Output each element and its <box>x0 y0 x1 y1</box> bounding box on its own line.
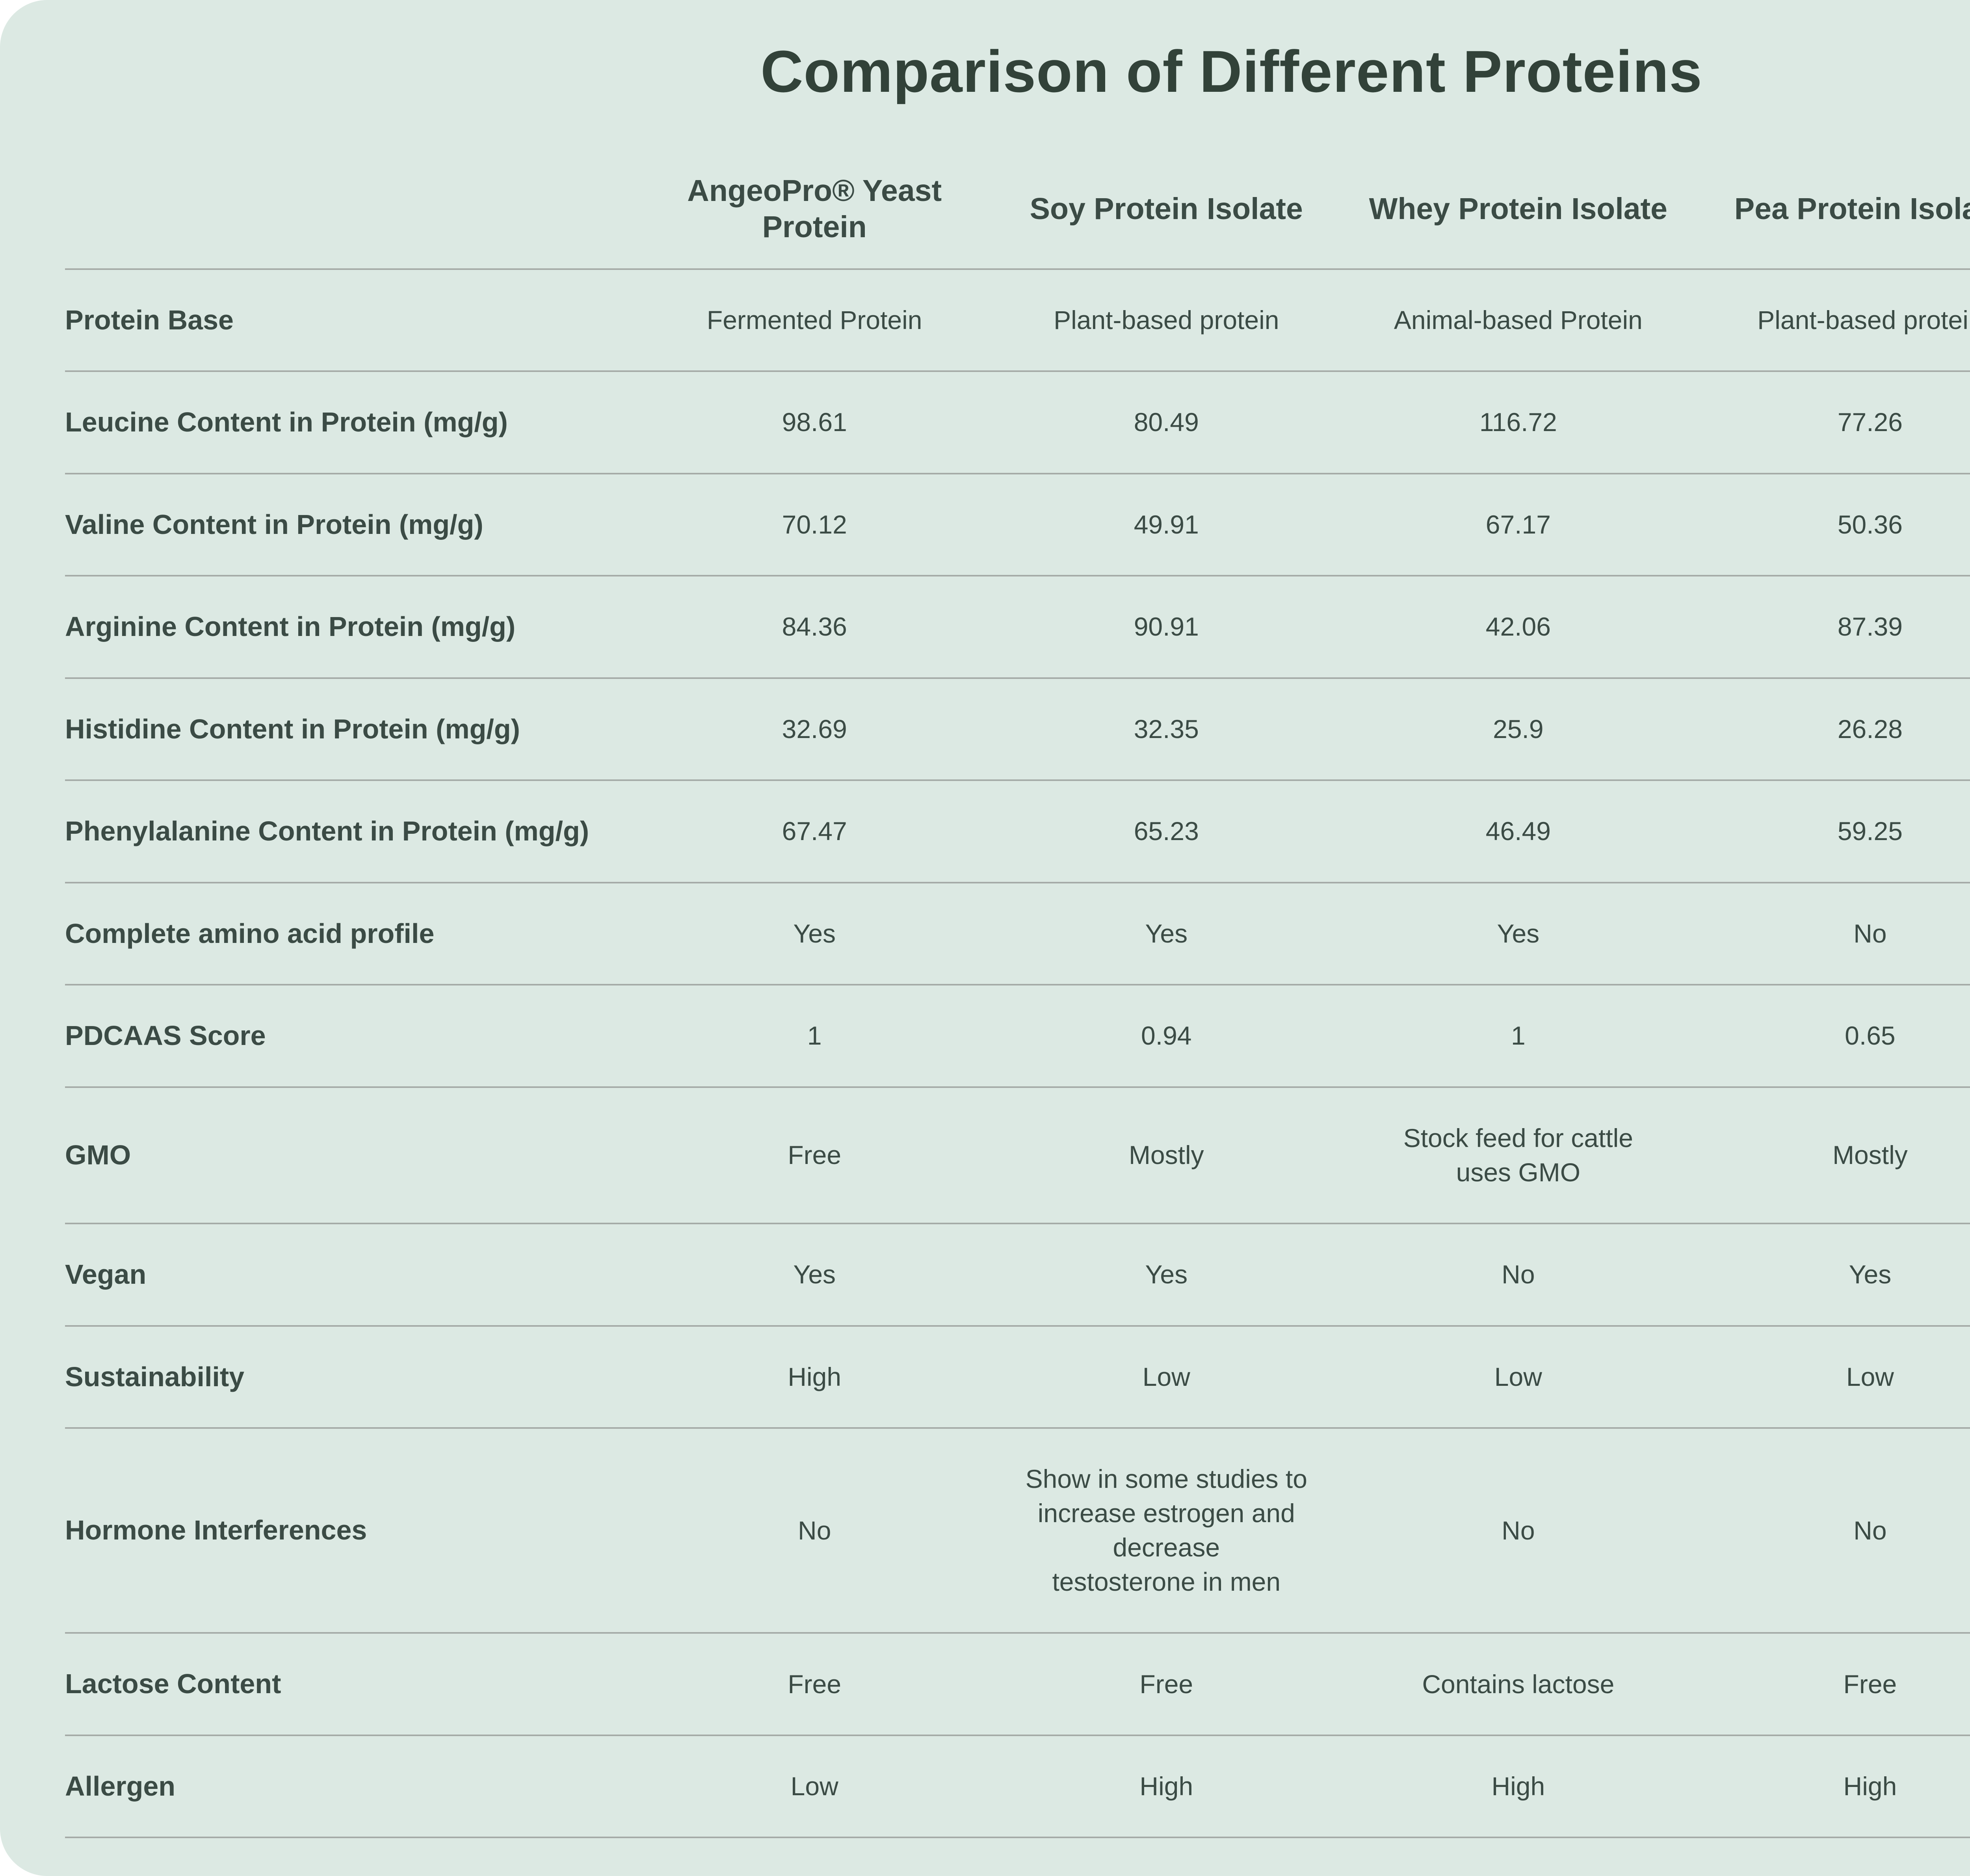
card-content: Comparison of Different Proteins AngeoPr… <box>0 37 1970 1876</box>
cell: High <box>1491 1772 1545 1801</box>
cell: 1 <box>1511 1021 1526 1050</box>
table-row: Sensory & Flavor Raw Ingredient Neutral … <box>65 1837 1970 1876</box>
cell: Yes <box>1145 918 1188 948</box>
cell: 50.36 <box>1837 509 1903 539</box>
cell: 59.25 <box>1837 816 1903 846</box>
cell: No <box>1502 1260 1535 1289</box>
cell: 67.47 <box>782 816 847 846</box>
cell: 32.35 <box>1134 714 1199 744</box>
column-header-angeopro: AngeoPro® Yeast Protein <box>687 174 942 244</box>
column-header-pea: Pea Protein Isolate <box>1734 192 1970 226</box>
cell: Free <box>788 1669 842 1699</box>
cell: 49.91 <box>1134 509 1199 539</box>
cell: Plant-based protein <box>1757 305 1970 335</box>
table-row: Lactose Content Free Free Contains lacto… <box>65 1632 1970 1735</box>
table-row: Leucine Content in Protein (mg/g) 98.61 … <box>65 370 1970 473</box>
cell: 80.49 <box>1134 407 1199 437</box>
table-row: GMO Free Mostly Stock feed for cattle us… <box>65 1086 1970 1223</box>
cell: Yes <box>793 918 836 948</box>
page-title: Comparison of Different Proteins <box>760 38 1702 104</box>
row-label: Arginine Content in Protein (mg/g) <box>65 611 516 642</box>
row-label: Protein Base <box>65 304 234 335</box>
cell: 1 <box>807 1021 822 1050</box>
cell: Yes <box>1497 918 1540 948</box>
cell: Yes <box>1849 1260 1892 1289</box>
row-label: Complete amino acid profile <box>65 918 435 949</box>
cell: Yes <box>793 1260 836 1289</box>
cell: Low <box>1494 1362 1542 1391</box>
cell: 67.17 <box>1485 509 1551 539</box>
cell: High <box>1843 1772 1897 1801</box>
row-label: Histidine Content in Protein (mg/g) <box>65 713 520 744</box>
table-row: Protein Base Fermented Protein Plant-bas… <box>65 268 1970 371</box>
table-row: Hormone Interferences No Show in some st… <box>65 1427 1970 1632</box>
cell: 65.23 <box>1134 816 1199 846</box>
row-label: GMO <box>65 1140 131 1171</box>
table-row: Complete amino acid profile Yes Yes Yes … <box>65 881 1970 984</box>
row-label: PDCAAS Score <box>65 1020 266 1051</box>
cell: Plant-based protein <box>1054 305 1279 335</box>
comparison-table: AngeoPro® Yeast Protein Soy Protein Isol… <box>65 157 1970 1876</box>
cell: 70.12 <box>782 509 847 539</box>
cell: 46.49 <box>1485 816 1551 846</box>
row-label: Vegan <box>65 1259 147 1290</box>
table-row: Histidine Content in Protein (mg/g) 32.6… <box>65 677 1970 780</box>
cell: 0.94 <box>1141 1021 1192 1050</box>
cell: Stock feed for cattle uses GMO <box>1403 1123 1633 1187</box>
table-row: PDCAAS Score 1 0.94 1 0.65 0.3 <box>65 984 1970 1086</box>
cell: No <box>1502 1515 1535 1545</box>
table-row: Phenylalanine Content in Protein (mg/g) … <box>65 779 1970 882</box>
cell: Animal-based Protein <box>1394 305 1643 335</box>
column-header-soy: Soy Protein Isolate <box>1030 192 1303 226</box>
table-row: Valine Content in Protein (mg/g) 70.12 4… <box>65 472 1970 575</box>
cell: Low <box>1142 1362 1190 1391</box>
cell: Strong vegetable taste with bitter after… <box>991 1871 1342 1876</box>
cell: Contains lactose <box>1422 1669 1615 1699</box>
cell: Mostly <box>1128 1140 1204 1170</box>
row-label: Leucine Content in Protein (mg/g) <box>65 407 508 438</box>
column-header-whey: Whey Protein Isolate <box>1369 192 1668 226</box>
cell: Strong vegetable taste with bitter after… <box>1694 1871 1970 1876</box>
cell: High <box>1139 1772 1193 1801</box>
cell: 32.69 <box>782 714 847 744</box>
cell: 98.61 <box>782 407 847 437</box>
cell: Show in some studies to increase estroge… <box>1025 1464 1307 1597</box>
cell: No <box>1853 918 1887 948</box>
cell: Low <box>1846 1362 1894 1391</box>
cell: 77.26 <box>1837 407 1903 437</box>
row-label: Hormone Interferences <box>65 1515 367 1546</box>
cell: 87.39 <box>1837 612 1903 641</box>
cell: Yes <box>1145 1260 1188 1289</box>
cell: 26.28 <box>1837 714 1903 744</box>
table-row: Vegan Yes Yes No Yes Yes <box>65 1223 1970 1325</box>
cell: No <box>798 1515 831 1545</box>
row-label: Sustainability <box>65 1361 245 1392</box>
cell: 0.65 <box>1845 1021 1896 1050</box>
cell: 90.91 <box>1134 612 1199 641</box>
row-label: Allergen <box>65 1770 176 1802</box>
cell: Low <box>790 1772 838 1801</box>
cell: 25.9 <box>1493 714 1544 744</box>
table-row: Sustainability High Low Low Low Low <box>65 1325 1970 1428</box>
table-header-row: AngeoPro® Yeast Protein Soy Protein Isol… <box>65 157 1970 268</box>
cell: No <box>1853 1515 1887 1545</box>
cell: Free <box>1843 1669 1897 1699</box>
cell: Free <box>1139 1669 1193 1699</box>
cell: Free <box>788 1140 842 1170</box>
cell: 116.72 <box>1479 407 1557 437</box>
cell: 84.36 <box>782 612 847 641</box>
cell: Fermented Protein <box>706 305 922 335</box>
table-row: Allergen Low High High High High <box>65 1734 1970 1837</box>
row-label: Phenylalanine Content in Protein (mg/g) <box>65 816 589 847</box>
cell: Mostly <box>1832 1140 1908 1170</box>
table-row: Arginine Content in Protein (mg/g) 84.36… <box>65 575 1970 677</box>
cell: 42.06 <box>1485 612 1551 641</box>
cell: Strong creamy taste <box>1342 1871 1694 1876</box>
row-label: Lactose Content <box>65 1668 281 1699</box>
cell: High <box>788 1362 842 1391</box>
row-label: Valine Content in Protein (mg/g) <box>65 509 483 540</box>
